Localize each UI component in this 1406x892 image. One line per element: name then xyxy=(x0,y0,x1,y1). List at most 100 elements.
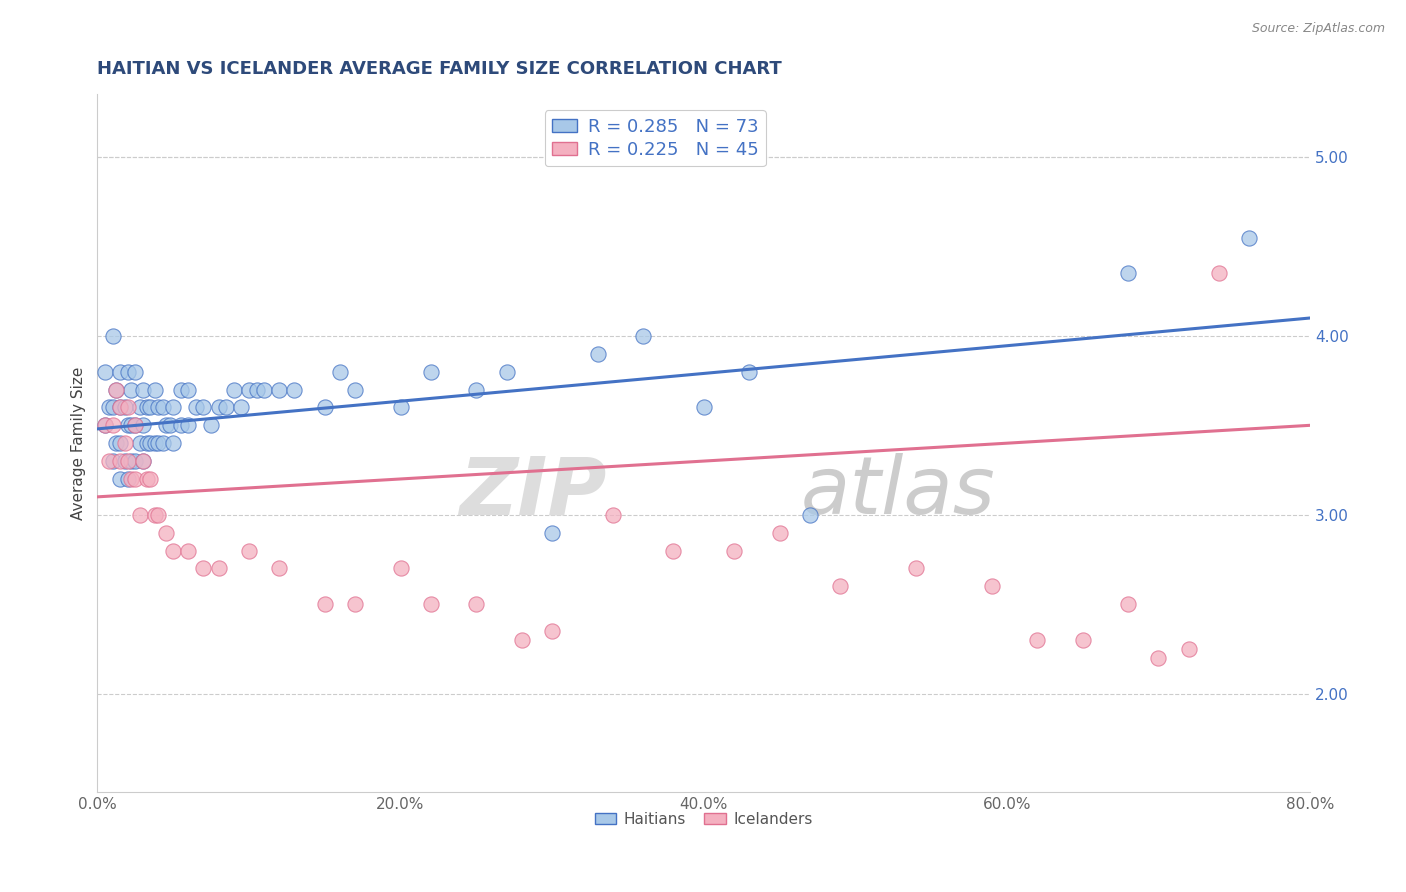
Point xyxy=(120,383,142,397)
Point xyxy=(510,632,533,647)
Point xyxy=(132,454,155,468)
Point xyxy=(94,418,117,433)
Point xyxy=(193,561,215,575)
Point xyxy=(541,525,564,540)
Point xyxy=(465,383,488,397)
Point xyxy=(1208,266,1230,280)
Point xyxy=(159,418,181,433)
Text: ZIP: ZIP xyxy=(460,453,607,531)
Point xyxy=(124,365,146,379)
Point xyxy=(108,472,131,486)
Point xyxy=(101,454,124,468)
Point xyxy=(904,561,927,575)
Point xyxy=(389,561,412,575)
Point xyxy=(124,472,146,486)
Point xyxy=(1239,230,1261,244)
Point xyxy=(177,543,200,558)
Point xyxy=(108,365,131,379)
Point xyxy=(152,436,174,450)
Point xyxy=(132,383,155,397)
Point xyxy=(1178,641,1201,656)
Point xyxy=(108,401,131,415)
Point xyxy=(139,436,162,450)
Point xyxy=(162,436,184,450)
Point xyxy=(419,597,441,611)
Point xyxy=(117,454,139,468)
Point xyxy=(162,401,184,415)
Point xyxy=(541,624,564,638)
Point xyxy=(108,436,131,450)
Point xyxy=(419,365,441,379)
Y-axis label: Average Family Size: Average Family Size xyxy=(72,367,86,520)
Legend: Haitians, Icelanders: Haitians, Icelanders xyxy=(589,806,818,833)
Point xyxy=(117,418,139,433)
Point xyxy=(245,383,267,397)
Point xyxy=(132,454,155,468)
Point xyxy=(94,418,117,433)
Point xyxy=(101,418,124,433)
Point xyxy=(117,401,139,415)
Text: Source: ZipAtlas.com: Source: ZipAtlas.com xyxy=(1251,22,1385,36)
Point xyxy=(693,401,716,415)
Point xyxy=(120,472,142,486)
Point xyxy=(269,383,291,397)
Point xyxy=(132,418,155,433)
Point xyxy=(104,383,127,397)
Point xyxy=(114,436,136,450)
Point xyxy=(136,436,159,450)
Point xyxy=(314,597,336,611)
Point xyxy=(200,418,222,433)
Point xyxy=(98,454,121,468)
Point xyxy=(177,418,200,433)
Point xyxy=(152,401,174,415)
Point xyxy=(170,383,193,397)
Point xyxy=(128,401,150,415)
Point xyxy=(1116,266,1139,280)
Point xyxy=(586,347,609,361)
Point xyxy=(128,508,150,522)
Point xyxy=(193,401,215,415)
Point xyxy=(222,383,245,397)
Point xyxy=(830,579,852,593)
Point xyxy=(146,508,169,522)
Point xyxy=(136,472,159,486)
Point xyxy=(662,543,685,558)
Point xyxy=(231,401,253,415)
Point xyxy=(283,383,305,397)
Point xyxy=(114,454,136,468)
Point xyxy=(146,436,169,450)
Point xyxy=(631,329,654,343)
Point xyxy=(124,418,146,433)
Point xyxy=(146,401,169,415)
Point xyxy=(207,561,229,575)
Point xyxy=(98,401,121,415)
Point xyxy=(143,508,166,522)
Point xyxy=(120,418,142,433)
Point xyxy=(117,472,139,486)
Point xyxy=(215,401,238,415)
Point xyxy=(136,401,159,415)
Point xyxy=(184,401,207,415)
Point xyxy=(170,418,193,433)
Point xyxy=(799,508,821,522)
Point xyxy=(329,365,352,379)
Point xyxy=(207,401,229,415)
Point xyxy=(162,543,184,558)
Point xyxy=(253,383,276,397)
Point xyxy=(1116,597,1139,611)
Point xyxy=(124,418,146,433)
Point xyxy=(108,401,131,415)
Text: atlas: atlas xyxy=(801,453,995,531)
Point xyxy=(238,543,260,558)
Point xyxy=(104,383,127,397)
Point xyxy=(177,383,200,397)
Point xyxy=(768,525,790,540)
Point xyxy=(1026,632,1049,647)
Point xyxy=(238,383,260,397)
Point xyxy=(344,597,367,611)
Point xyxy=(101,401,124,415)
Point xyxy=(389,401,412,415)
Point xyxy=(738,365,761,379)
Point xyxy=(495,365,517,379)
Point xyxy=(128,436,150,450)
